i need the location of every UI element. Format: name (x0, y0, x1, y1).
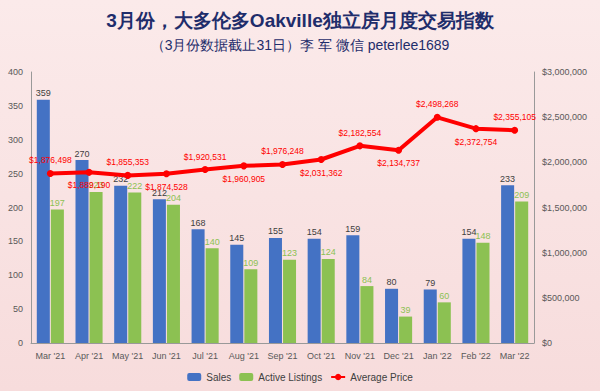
svg-text:222: 222 (127, 181, 142, 191)
svg-text:154: 154 (307, 227, 322, 237)
svg-text:250: 250 (8, 169, 23, 179)
svg-text:109: 109 (243, 258, 258, 268)
svg-text:$2,355,105: $2,355,105 (493, 112, 536, 122)
svg-text:154: 154 (461, 227, 476, 237)
svg-text:Jan '22: Jan '22 (423, 351, 452, 361)
svg-text:350: 350 (8, 101, 23, 111)
svg-text:3月份，大多伦多Oakville独立房月度交易指数: 3月份，大多伦多Oakville独立房月度交易指数 (106, 10, 494, 31)
svg-text:148: 148 (475, 231, 490, 241)
svg-text:212: 212 (151, 187, 167, 198)
svg-text:$3,000,000: $3,000,000 (542, 67, 587, 77)
svg-text:Jul '21: Jul '21 (192, 351, 218, 361)
svg-text:$1,855,353: $1,855,353 (106, 157, 149, 167)
svg-text:145: 145 (229, 233, 244, 243)
svg-text:Active Listings: Active Listings (258, 372, 322, 383)
svg-text:Jun '21: Jun '21 (152, 351, 181, 361)
svg-text:124: 124 (321, 247, 336, 257)
svg-text:$2,182,554: $2,182,554 (339, 128, 382, 138)
svg-text:155: 155 (268, 226, 283, 236)
svg-text:270: 270 (74, 149, 89, 159)
svg-text:$0: $0 (542, 338, 552, 348)
svg-text:79: 79 (425, 278, 435, 288)
svg-text:$2,372,754: $2,372,754 (455, 137, 498, 147)
svg-text:$2,031,362: $2,031,362 (300, 168, 343, 178)
svg-text:Oct '21: Oct '21 (307, 351, 335, 361)
svg-text:$1,960,905: $1,960,905 (223, 174, 266, 184)
svg-text:0: 0 (18, 338, 23, 348)
svg-text:359: 359 (36, 88, 51, 98)
svg-text:200: 200 (8, 203, 23, 213)
svg-text:（3月份数据截止31日）李 军 微信 peterlee168: （3月份数据截止31日）李 军 微信 peterlee1689 (151, 37, 450, 53)
svg-text:Dec '21: Dec '21 (383, 351, 413, 361)
svg-text:400: 400 (8, 67, 23, 77)
svg-text:Mar '21: Mar '21 (35, 351, 65, 361)
svg-text:300: 300 (8, 135, 23, 145)
svg-text:204: 204 (166, 193, 181, 203)
svg-text:$1,976,248: $1,976,248 (261, 146, 304, 156)
svg-text:150: 150 (8, 236, 23, 246)
svg-text:$2,500,000: $2,500,000 (542, 112, 587, 122)
svg-text:Apr '21: Apr '21 (75, 351, 103, 361)
svg-text:$1,500,000: $1,500,000 (542, 203, 587, 213)
svg-text:$1,000,000: $1,000,000 (542, 248, 587, 258)
svg-text:$500,000: $500,000 (542, 293, 580, 303)
svg-text:Feb '22: Feb '22 (461, 351, 491, 361)
svg-text:Sales: Sales (206, 372, 231, 383)
svg-text:39: 39 (401, 305, 411, 315)
svg-text:209: 209 (514, 190, 529, 200)
svg-text:Aug '21: Aug '21 (229, 351, 259, 361)
svg-text:$2,498,268: $2,498,268 (416, 99, 459, 109)
svg-text:50: 50 (13, 304, 23, 314)
svg-text:197: 197 (50, 198, 65, 208)
svg-text:233: 233 (500, 174, 515, 184)
svg-text:Mar '22: Mar '22 (500, 351, 530, 361)
svg-text:$1,874,528: $1,874,528 (145, 182, 188, 192)
svg-text:Average Price: Average Price (350, 372, 413, 383)
svg-text:84: 84 (362, 275, 372, 285)
svg-text:60: 60 (439, 291, 449, 301)
svg-text:$1,889,190: $1,889,190 (68, 180, 111, 190)
svg-text:168: 168 (191, 218, 206, 228)
svg-text:80: 80 (387, 277, 397, 287)
svg-text:100: 100 (8, 270, 23, 280)
svg-text:$2,134,737: $2,134,737 (377, 158, 420, 168)
svg-text:123: 123 (282, 248, 297, 258)
svg-text:140: 140 (205, 237, 220, 247)
svg-text:$2,000,000: $2,000,000 (542, 157, 587, 167)
svg-text:159: 159 (345, 224, 360, 234)
svg-text:May '21: May '21 (112, 351, 143, 361)
svg-text:$1,920,531: $1,920,531 (184, 152, 227, 162)
svg-text:$1,876,498: $1,876,498 (29, 155, 72, 165)
svg-text:232: 232 (113, 174, 129, 185)
svg-text:Sep '21: Sep '21 (267, 351, 297, 361)
svg-text:Nov '21: Nov '21 (345, 351, 375, 361)
